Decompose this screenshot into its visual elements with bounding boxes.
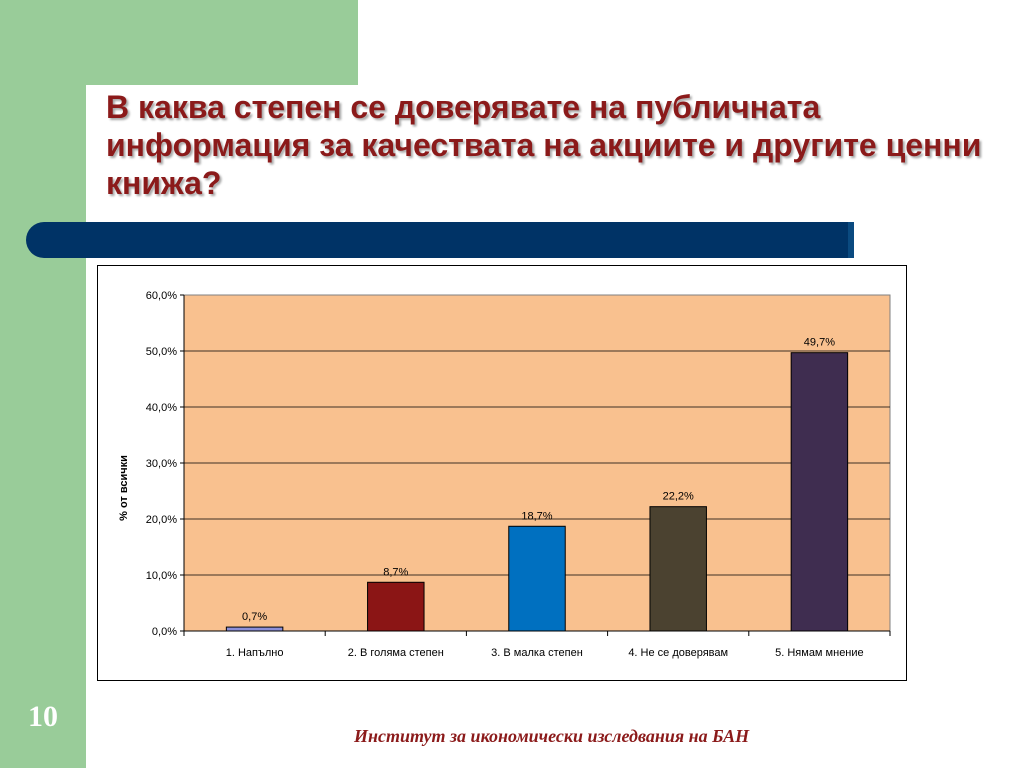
footer-institution: Институт за икономически изследвания на … (354, 726, 750, 746)
data-label: 49,7% (804, 337, 835, 349)
slide-title: В каква степен се доверявате на публична… (106, 89, 982, 201)
bar (649, 506, 707, 632)
gridlines (184, 350, 890, 576)
bar (508, 525, 566, 632)
chart-frame: 0,0% 10,0% 20,0% 30,0% 40,0% 50,0% 60,0% 0,7% 1.… (97, 265, 907, 681)
category-label: 2. В голяма степен (348, 647, 444, 659)
data-label: 0,7% (242, 611, 267, 623)
slide-number: 10 (28, 700, 58, 733)
y-tick-label: 50,0% (146, 346, 177, 358)
y-tick-label: 40,0% (146, 402, 177, 414)
data-label: 8,7% (383, 566, 408, 578)
left-green-band (0, 0, 86, 768)
data-label: 22,2% (663, 491, 694, 503)
data-label: 18,7% (521, 510, 552, 522)
bars (225, 352, 849, 632)
y-tick-label: 10,0% (146, 570, 177, 582)
category-label: 3. В малка степен (491, 647, 583, 659)
labels: 0,0% 10,0% 20,0% 30,0% 40,0% 50,0% 60,0% 0,7% 1.… (146, 290, 864, 659)
y-tick-label: 30,0% (146, 458, 177, 470)
category-label: 4. Не се доверявам (628, 647, 728, 659)
title-bar-edge (848, 222, 854, 258)
bar (225, 626, 284, 632)
bar-chart: 0,0% 10,0% 20,0% 30,0% 40,0% 50,0% 60,0% 0,7% 1.… (118, 290, 891, 659)
category-label: 1. Напълно (226, 647, 284, 659)
y-tick-label: 20,0% (146, 514, 177, 526)
y-tick-label: 0,0% (152, 626, 177, 638)
title-underline-bar (26, 222, 854, 258)
top-green-band (86, 0, 358, 85)
y-axis-label: % от всички (118, 455, 130, 521)
bar (367, 581, 425, 632)
y-tick-label: 60,0% (146, 290, 177, 302)
category-label: 5. Нямам мнение (775, 647, 864, 659)
bar (790, 352, 849, 632)
